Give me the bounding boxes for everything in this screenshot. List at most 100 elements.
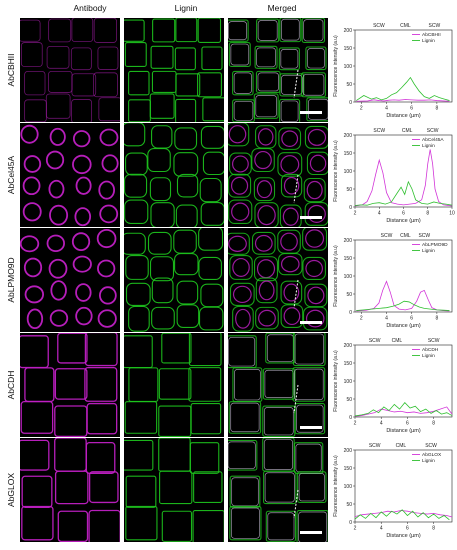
x-tick-label: 8 xyxy=(432,526,435,532)
cell-wall-outline xyxy=(307,128,327,146)
cell-wall-outline xyxy=(202,151,224,176)
antibody-micrograph xyxy=(20,123,120,227)
intensity-profile-plot: 0 50 100 150 200 2 4 6 8 Distance (µm) Fluorescenc… xyxy=(330,18,457,122)
cell-wall-outline xyxy=(128,367,159,402)
cell-wall-outline xyxy=(173,152,199,177)
cell-wall-outline xyxy=(295,443,322,473)
cell-wall-outline xyxy=(280,49,299,69)
cell-wall-outline xyxy=(232,257,250,277)
legend-label: Lignin xyxy=(422,353,435,359)
cell-wall-outline xyxy=(304,201,328,226)
cell-wall-outline xyxy=(22,176,41,196)
cell-wall-outline xyxy=(306,180,323,200)
cell-wall-outline xyxy=(45,150,65,170)
cell-wall-outline xyxy=(20,235,40,253)
x-axis-label: Distance (µm) xyxy=(386,323,421,329)
y-tick-label: 200 xyxy=(344,343,353,349)
cell-wall-outline xyxy=(283,307,301,326)
cell-wall-outline xyxy=(256,18,280,43)
cell-wall-outline xyxy=(279,73,305,97)
figure-row: AbCel45A (b) 0 50 100 150 200 2 4 6 8 10 Distance (µ… xyxy=(0,123,457,227)
cell-wall-outline xyxy=(46,45,70,69)
cell-wall-outline xyxy=(302,256,326,281)
scale-bar xyxy=(300,216,322,219)
cell-wall-outline xyxy=(232,285,252,304)
y-tick-label: 0 xyxy=(349,520,352,526)
y-axis-label: Fluorescence intensity (a.u) xyxy=(333,35,339,97)
cell-wall-outline xyxy=(124,335,153,369)
cell-wall-outline xyxy=(174,127,198,150)
cell-wall-outline xyxy=(97,309,117,328)
cell-wall-outline xyxy=(49,127,66,146)
cell-wall-outline xyxy=(198,306,224,331)
cell-wall-outline xyxy=(281,130,299,147)
x-tick-label: 6 xyxy=(410,316,413,322)
cell-wall-outline xyxy=(93,18,117,43)
cell-wall-outline xyxy=(190,403,222,435)
cell-wall-outline xyxy=(228,232,250,255)
cell-wall-outline xyxy=(49,309,69,327)
cell-wall-outline xyxy=(278,127,302,150)
cell-wall-outline xyxy=(278,252,303,276)
cell-wall-outline xyxy=(263,439,294,470)
x-axis-label: Distance (µm) xyxy=(386,428,421,434)
cell-wall-outline xyxy=(228,441,256,469)
cell-wall-outline xyxy=(262,368,296,400)
cell-wall-outline xyxy=(57,510,89,542)
cell-wall-outline xyxy=(265,333,296,364)
cell-wall-outline xyxy=(23,257,43,278)
cell-wall-outline xyxy=(302,73,325,96)
x-tick-label: 4 xyxy=(378,211,381,217)
cell-wall-outline xyxy=(128,305,150,332)
cell-wall-outline xyxy=(151,306,175,330)
cell-wall-outline xyxy=(263,407,294,436)
y-axis-label: Fluorescence intensity (a.u) xyxy=(333,245,339,307)
cell-wall-outline xyxy=(280,280,303,305)
series-line-lignin xyxy=(354,401,453,417)
cell-wall-outline xyxy=(280,304,304,328)
cell-wall-outline xyxy=(253,93,279,119)
column-header-lignin: Lignin xyxy=(174,3,198,13)
plot-frame xyxy=(354,344,453,418)
cell-wall-outline xyxy=(228,336,256,367)
cell-wall-outline xyxy=(231,155,249,173)
intensity-profile-chart: 0 50 100 150 200 2 4 6 8 10 Distance (µm) Fluoresce… xyxy=(333,128,455,224)
figure-row: AbLPMO9D (c) 0 50 100 150 200 2 4 6 8 Distance (µm)… xyxy=(0,228,457,332)
lignin-micrograph xyxy=(124,438,224,542)
cell-wall-outline xyxy=(26,308,44,330)
series-line-lignin xyxy=(354,180,453,206)
cell-wall-outline xyxy=(72,154,92,175)
cell-wall-outline xyxy=(128,99,151,122)
cell-wall-outline xyxy=(20,42,43,67)
cell-wall-outline xyxy=(200,283,224,308)
cell-wall-outline xyxy=(302,228,328,251)
x-tick-label: 2 xyxy=(354,421,357,427)
cell-wall-outline xyxy=(124,232,146,255)
series-line-lignin xyxy=(354,509,450,521)
cell-wall-outline xyxy=(124,401,158,434)
cell-wall-outline xyxy=(97,259,116,278)
region-annotation: CML xyxy=(396,443,407,449)
cell-wall-outline xyxy=(202,97,224,122)
intensity-profile-plot: 0 50 100 150 200 2 4 6 8 Distance (µm) Fluorescenc… xyxy=(330,438,457,542)
cell-wall-outline xyxy=(125,475,157,508)
intensity-profile-chart: 0 50 100 150 200 2 4 6 8 Distance (µm) Fluorescenc… xyxy=(333,338,453,434)
cell-wall-outline xyxy=(301,18,326,43)
x-axis-label: Distance (µm) xyxy=(386,113,421,119)
x-axis-label: Distance (µm) xyxy=(386,218,421,224)
cell-wall-outline xyxy=(84,366,118,402)
antibody-name: AbGLOX xyxy=(6,472,16,508)
cell-wall-outline xyxy=(124,123,146,147)
antibody-name: AbCDH xyxy=(6,370,16,400)
y-tick-label: 50 xyxy=(346,292,352,298)
cell-wall-outline xyxy=(254,234,273,252)
cell-wall-outline xyxy=(152,18,176,43)
region-annotation: SCW xyxy=(428,338,440,344)
region-annotation: SCW xyxy=(418,233,430,239)
cell-wall-outline xyxy=(228,21,247,41)
column-header-antibody: Antibody xyxy=(73,3,107,13)
cell-wall-outline xyxy=(228,199,253,225)
cell-wall-outline xyxy=(294,368,324,401)
cell-wall-outline xyxy=(198,256,222,281)
lignin-micrograph xyxy=(124,333,224,437)
